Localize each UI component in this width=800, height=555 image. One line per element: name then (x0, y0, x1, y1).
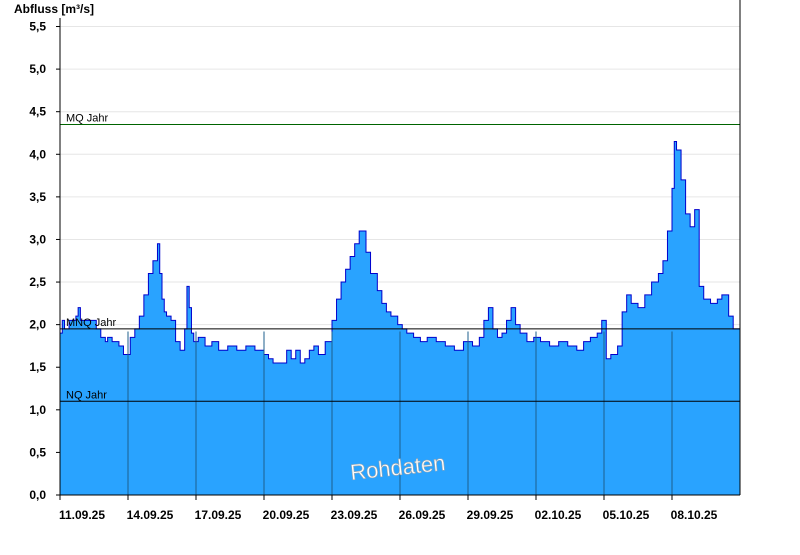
x-tick-label: 14.09.25 (127, 508, 174, 522)
y-tick-label: 5,0 (29, 62, 46, 76)
reference-line-label: NQ Jahr (66, 389, 107, 401)
reference-line-label: MNQ Jahr (66, 317, 116, 329)
y-tick-label: 3,0 (29, 232, 46, 246)
y-tick-label: 5,5 (29, 20, 46, 34)
x-tick-label: 26.09.25 (399, 508, 446, 522)
x-tick-label: 11.09.25 (59, 508, 105, 522)
y-tick-label: 1,0 (29, 403, 46, 417)
y-tick-label: 4,5 (29, 105, 46, 119)
x-tick-label: 02.10.25 (535, 508, 582, 522)
x-tick-label: 23.09.25 (331, 508, 378, 522)
x-tick-label: 29.09.25 (467, 508, 514, 522)
day-marker-lines (127, 331, 673, 495)
discharge-line (60, 141, 741, 364)
y-tick-label: 2,5 (29, 275, 46, 289)
y-tick-label: 0,5 (29, 445, 46, 459)
x-tick-labels: 11.09.25 14.09.25 17.09.25 20.09.25 23.09.25… (59, 495, 718, 522)
y-tick-labels: 0,0 0,5 1,0 1,5 2,0 2,5 3,0 3,5 4,0 4,5 5,0 5,5 (29, 20, 60, 502)
reference-lines: MQ Jahr MNQ Jahr NQ Jahr (60, 112, 740, 402)
y-tick-label: 1,5 (29, 360, 46, 374)
discharge-fill (60, 141, 740, 496)
y-tick-label: 4,0 (29, 147, 46, 161)
y-tick-label: 3,5 (29, 190, 46, 204)
reference-line-label: MQ Jahr (66, 112, 109, 124)
x-tick-label: 05.10.25 (603, 508, 650, 522)
x-tick-label: 17.09.25 (195, 508, 242, 522)
x-tick-label: 20.09.25 (263, 508, 310, 522)
y-axis-label: Abfluss [m³/s] (14, 2, 94, 16)
y-tick-label: 2,0 (29, 318, 46, 332)
y-tick-label: 0,0 (29, 488, 46, 502)
x-tick-label: 08.10.25 (671, 508, 718, 522)
discharge-area (60, 141, 741, 496)
